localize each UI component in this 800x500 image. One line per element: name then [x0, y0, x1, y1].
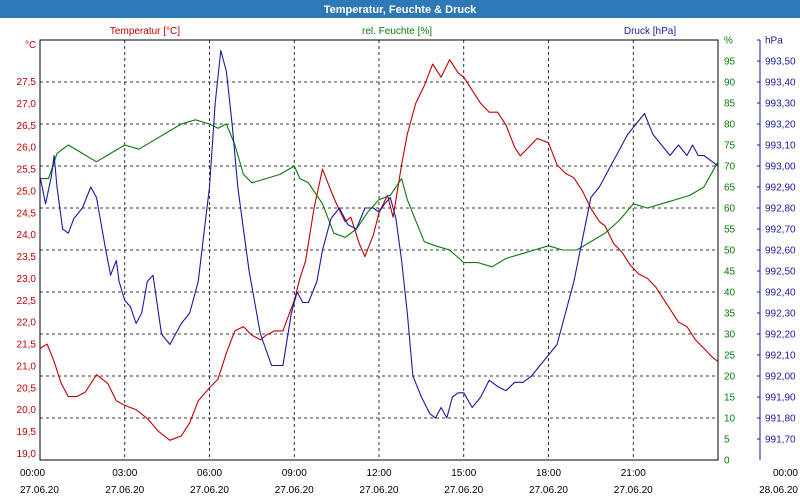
humidity-tick-label: 80 — [724, 120, 736, 131]
time-tick-label: 06:00 — [197, 468, 222, 479]
humidity-tick-label: 60 — [724, 204, 736, 215]
humidity-tick-label: 25 — [724, 351, 736, 362]
temperature-tick-label: 25,5 — [17, 165, 37, 176]
temperature-tick-label: 20,0 — [17, 405, 37, 416]
temperature-tick-label: 19,5 — [17, 427, 37, 438]
pressure-tick-label: hPa — [765, 36, 783, 47]
pressure-tick-label: 993,40 — [765, 78, 796, 89]
humidity-series-line — [40, 119, 719, 268]
temperature-unit-label: °C — [25, 40, 36, 51]
legend-temperature: Temperatur [°C] — [110, 26, 180, 37]
date-tick-label: 27.06.20 — [529, 485, 568, 496]
grid — [40, 40, 718, 460]
temperature-tick-label: 24,5 — [17, 208, 37, 219]
humidity-tick-label: 85 — [724, 99, 736, 110]
humidity-axis: 0 5 10 15 20 25 30 35 40 45 50 55 60 65 70 75 80 85 90 95% — [724, 36, 736, 467]
humidity-tick-label: 30 — [724, 330, 736, 341]
temperature-tick-label: 26,0 — [17, 143, 37, 154]
temperature-axis: 19,0 19,5 20,0 20,5 21,0 21,5 22,0 22,5 23,0 23,5… — [17, 77, 37, 460]
date-tick-label: 27.06.20 — [444, 485, 483, 496]
pressure-tick-label: 992,40 — [765, 288, 796, 299]
temperature-tick-label: 25,0 — [17, 186, 37, 197]
chart-title: Temperatur, Feuchte & Druck — [324, 4, 477, 16]
temperature-tick-label: 19,0 — [17, 449, 37, 460]
pressure-tick-label: 993,30 — [765, 99, 796, 110]
pressure-tick-label: 993,00 — [765, 162, 796, 173]
date-tick-label: 27.06.20 — [190, 485, 229, 496]
time-tick-label: 18:00 — [536, 468, 561, 479]
humidity-tick-label: 55 — [724, 225, 736, 236]
series-layer — [39, 49, 719, 441]
temperature-tick-label: 21,0 — [17, 361, 37, 372]
time-tick-label: 00:00 — [773, 468, 798, 479]
temperature-tick-label: 23,0 — [17, 274, 37, 285]
pressure-tick-label: 992,20 — [765, 330, 796, 341]
pressure-tick-label: 993,20 — [765, 120, 796, 131]
humidity-tick-label: % — [724, 36, 733, 47]
pressure-tick-label: 993,50 — [765, 57, 796, 68]
temperature-tick-label: 27,0 — [17, 99, 37, 110]
time-axis: 00:00 27.06.20 03:00 27.06.20 06:00 27.06.20 0… — [20, 468, 798, 496]
pressure-axis: 991,70 991,80 991,90 992,00 992,10 992,20 992,… — [757, 36, 796, 460]
humidity-tick-label: 90 — [724, 78, 736, 89]
time-tick-label: 21:00 — [621, 468, 646, 479]
temperature-tick-label: 23,5 — [17, 252, 37, 263]
date-tick-label: 27.06.20 — [105, 485, 144, 496]
pressure-series-line — [39, 49, 719, 419]
humidity-tick-label: 70 — [724, 162, 736, 173]
humidity-tick-label: 0 — [724, 456, 730, 467]
pressure-tick-label: 992,10 — [765, 351, 796, 362]
pressure-tick-label: 991,70 — [765, 435, 796, 446]
pressure-tick-label: 991,80 — [765, 414, 796, 425]
temperature-tick-label: 26,5 — [17, 121, 37, 132]
pressure-tick-label: 992,90 — [765, 183, 796, 194]
date-tick-label: 27.06.20 — [614, 485, 653, 496]
title-bar — [0, 0, 800, 18]
pressure-tick-label: 993,10 — [765, 141, 796, 152]
date-tick-label: 27.06.20 — [360, 485, 399, 496]
time-tick-label: 00:00 — [20, 468, 45, 479]
pressure-tick-label: 992,30 — [765, 309, 796, 320]
temperature-tick-label: 27,5 — [17, 77, 37, 88]
humidity-tick-label: 35 — [724, 309, 736, 320]
temperature-tick-label: 22,0 — [17, 318, 37, 329]
pressure-tick-label: 991,90 — [765, 393, 796, 404]
humidity-tick-label: 65 — [724, 183, 736, 194]
humidity-tick-label: 50 — [724, 246, 736, 257]
humidity-tick-label: 45 — [724, 267, 736, 278]
pressure-tick-label: 992,50 — [765, 267, 796, 278]
time-tick-label: 12:00 — [366, 468, 391, 479]
pressure-tick-label: 992,00 — [765, 372, 796, 383]
humidity-tick-label: 75 — [724, 141, 736, 152]
time-tick-label: 03:00 — [112, 468, 137, 479]
date-tick-label: 27.06.20 — [20, 485, 59, 496]
time-tick-label: 15:00 — [451, 468, 476, 479]
legend-humidity: rel. Feuchte [%] — [362, 26, 432, 37]
time-tick-label: 09:00 — [282, 468, 307, 479]
temperature-tick-label: 21,5 — [17, 340, 37, 351]
legend-pressure: Druck [hPa] — [624, 26, 676, 37]
date-tick-label: 27.06.20 — [275, 485, 314, 496]
pressure-tick-label: 992,60 — [765, 246, 796, 257]
temperature-tick-label: 22,5 — [17, 296, 37, 307]
date-tick-label: 28.06.20 — [759, 485, 798, 496]
temperature-series-line — [39, 59, 719, 441]
humidity-tick-label: 15 — [724, 393, 736, 404]
humidity-tick-label: 40 — [724, 288, 736, 299]
pressure-tick-label: 992,80 — [765, 204, 796, 215]
pressure-tick-label: 992,70 — [765, 225, 796, 236]
humidity-tick-label: 10 — [724, 414, 736, 425]
temperature-tick-label: 24,0 — [17, 230, 37, 241]
temperature-tick-label: 20,5 — [17, 383, 37, 394]
humidity-tick-label: 95 — [724, 57, 736, 68]
humidity-tick-label: 5 — [724, 435, 730, 446]
humidity-tick-label: 20 — [724, 372, 736, 383]
